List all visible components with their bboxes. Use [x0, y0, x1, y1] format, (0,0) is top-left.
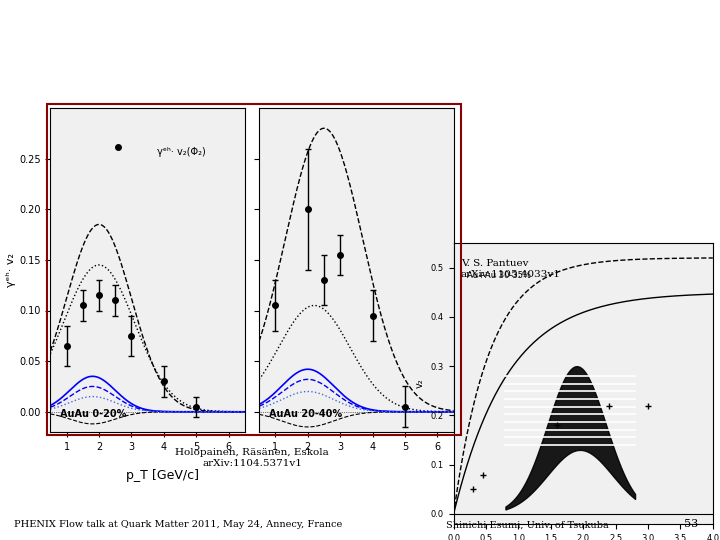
Text: γᵉʰ· v₂(Φ₂): γᵉʰ· v₂(Φ₂): [158, 147, 206, 157]
Text: AuAu 0-20%: AuAu 0-20%: [60, 409, 127, 419]
Text: Shinichi Esumi, Univ. of Tsukuba: Shinichi Esumi, Univ. of Tsukuba: [446, 520, 609, 529]
Text: Holopainen, Räsänen, Eskola
arXiv:1104.5371v1: Holopainen, Räsänen, Eskola arXiv:1104.5…: [175, 448, 329, 468]
Y-axis label: v₂: v₂: [415, 379, 425, 388]
Text: AuAu 20-40%: AuAu 20-40%: [269, 409, 342, 419]
Text: V. S. Pantuev
arXiv:1105.4033v1: V. S. Pantuev arXiv:1105.4033v1: [461, 259, 561, 279]
Text: 53: 53: [684, 519, 698, 529]
Text: Au+Au 30-35%: Au+Au 30-35%: [467, 271, 531, 280]
Text: PHENIX Flow talk at Quark Matter 2011, May 24, Annecy, France: PHENIX Flow talk at Quark Matter 2011, M…: [14, 520, 343, 529]
Y-axis label: γᵉʰ· v₂: γᵉʰ· v₂: [6, 253, 17, 287]
Text: p_T [GeV/c]: p_T [GeV/c]: [125, 469, 199, 482]
